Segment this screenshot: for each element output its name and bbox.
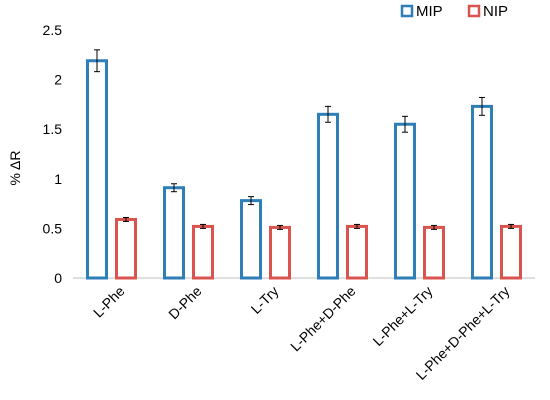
y-tick-label: 2 <box>54 72 62 88</box>
category-label: L-Try <box>248 283 282 317</box>
error-bar <box>200 223 206 229</box>
legend-label: NIP <box>483 3 508 20</box>
y-axis-label: % ΔR <box>7 150 23 185</box>
error-bar <box>431 224 437 230</box>
bar-nip <box>192 224 214 280</box>
bar-mip <box>317 112 339 280</box>
error-bar <box>479 96 485 116</box>
bar-mip <box>86 59 108 280</box>
category-label: D-Phe <box>165 283 205 323</box>
bar-nip <box>269 225 291 280</box>
legend: MIP NIP <box>400 3 508 20</box>
error-bar <box>354 223 360 229</box>
error-bar <box>94 49 100 73</box>
legend-item-mip: MIP <box>400 3 443 20</box>
bar-mip <box>471 104 493 280</box>
error-bar <box>508 223 514 229</box>
legend-swatch <box>400 4 414 18</box>
bar-nip <box>346 224 368 280</box>
bars <box>86 49 522 280</box>
category-label: L-Phe+D-Phe <box>287 283 359 355</box>
error-bar <box>402 115 408 133</box>
error-bar <box>171 183 177 193</box>
bar-mip <box>240 199 262 280</box>
y-tick-label: 0.5 <box>43 220 63 236</box>
error-bar <box>123 216 129 222</box>
y-tick-label: 0 <box>54 270 62 286</box>
bar-nip <box>115 217 137 280</box>
category-label: L-Phe+L-Try <box>369 283 435 349</box>
bar-mip <box>394 122 416 280</box>
error-bar <box>248 196 254 206</box>
error-bar <box>325 105 331 123</box>
legend-label: MIP <box>416 3 443 20</box>
category-labels: L-Phe D-Phe L-Try L-Phe+D-Phe L-Phe+L-TryL-P… <box>90 283 513 383</box>
legend-swatch <box>467 4 481 18</box>
y-tick-label: 1.5 <box>43 121 63 137</box>
bar-nip <box>500 224 522 280</box>
bar-nip <box>423 225 445 280</box>
y-tick-label: 1 <box>54 171 62 187</box>
legend-item-nip: NIP <box>467 3 508 20</box>
error-bar <box>277 224 283 230</box>
y-axis-ticks: 0 0.5 1 1.5 2 2.5 <box>43 22 63 286</box>
y-tick-label: 2.5 <box>43 22 63 38</box>
category-label: L-Phe <box>90 283 128 321</box>
bar-mip <box>163 186 185 280</box>
